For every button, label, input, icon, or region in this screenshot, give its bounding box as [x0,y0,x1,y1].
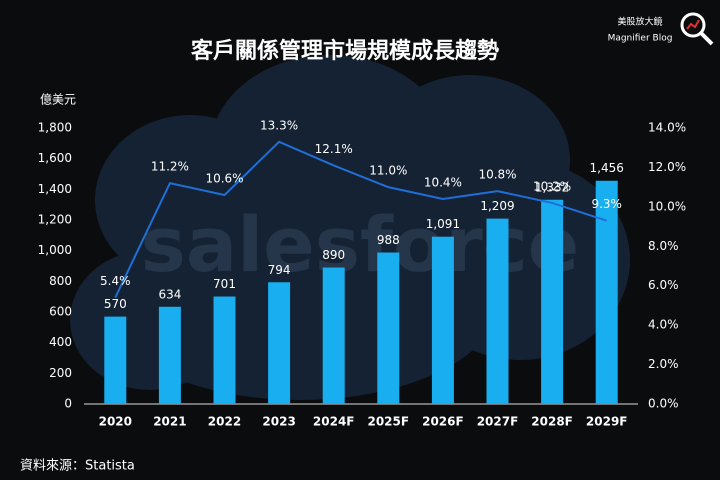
y2-tick-label: 6.0% [648,278,679,292]
logo-subtitle: Magnifier Blog [608,34,673,44]
y-tick-label: 1,000 [38,243,72,257]
bar-value-label: 701 [213,277,236,291]
bar [213,296,236,404]
y-tick-label: 1,200 [38,213,72,227]
chart-title: 客戶關係管理市場規模成長趨勢 [191,38,499,64]
bar-value-label: 1,091 [426,217,460,231]
y-tick-label: 1,800 [38,121,72,135]
y2-tick-label: 2.0% [648,357,679,371]
line-value-label: 11.2% [151,160,189,174]
bar-value-label: 794 [268,263,291,277]
bar [541,199,564,404]
bar [268,282,291,404]
x-tick-label: 2027F [477,415,519,429]
x-tick-label: 2023 [262,415,295,429]
line-value-label: 13.3% [260,118,298,132]
bar-value-label: 1,332 [535,180,569,194]
y-axis-label: 億美元 [40,93,76,107]
y2-tick-label: 0.0% [648,397,679,411]
logo: 美股放大鏡 Magnifier Blog [608,12,714,46]
line [114,140,608,298]
y-tick-label: 800 [49,274,72,288]
x-tick-label: 2020 [99,415,132,429]
y-tick-label: 200 [49,366,72,380]
y2-tick-label: 4.0% [648,318,679,332]
y2-tick-label: 10.0% [648,199,686,213]
y-tick-label: 600 [49,305,72,319]
x-tick-label: 2026F [422,415,464,429]
y2-tick-label: 8.0% [648,239,679,253]
line-value-label: 12.1% [315,142,353,156]
bar [595,180,618,404]
y2-tick-label: 12.0% [648,160,686,174]
line-value-label: 5.4% [100,274,131,288]
line-value-label: 10.4% [424,175,462,189]
line-value-label: 10.8% [478,168,516,182]
logo-icon [680,12,706,38]
y-tick-label: 1,400 [38,182,72,196]
bar [377,252,400,404]
x-tick-label: 2024F [313,415,355,429]
x-tick-label: 2021 [153,415,186,429]
bar [322,267,345,404]
line-value-label: 10.6% [205,172,243,186]
x-tick-label: 2029F [586,415,628,429]
logo-icon [686,19,700,30]
line-value-label: 10.2% [533,179,571,193]
x-tick-label: 2028F [531,415,573,429]
y-tick-label: 400 [49,335,72,349]
bar [158,306,181,404]
logo-icon [699,31,714,46]
bar-value-label: 988 [377,233,400,247]
bar [431,236,454,404]
watermark: salesforce [141,200,580,289]
y-tick-label: 0 [64,397,72,411]
x-tick-label: 2025F [367,415,409,429]
bar-value-label: 1,456 [590,161,624,175]
y2-tick-label: 14.0% [648,121,686,135]
source: 資料來源：Statista [20,459,135,474]
bar-value-label: 1,209 [480,199,514,213]
x-tick-label: 2022 [208,415,241,429]
bar-value-label: 570 [104,297,127,311]
line-value-label: 9.3% [591,197,622,211]
bar [104,316,127,404]
bar-value-label: 890 [322,248,345,262]
bar [486,218,509,404]
logo-name: 美股放大鏡 [617,16,662,28]
y-tick-label: 1,600 [38,151,72,165]
bar-value-label: 634 [158,287,181,301]
line-value-label: 11.0% [369,164,407,178]
